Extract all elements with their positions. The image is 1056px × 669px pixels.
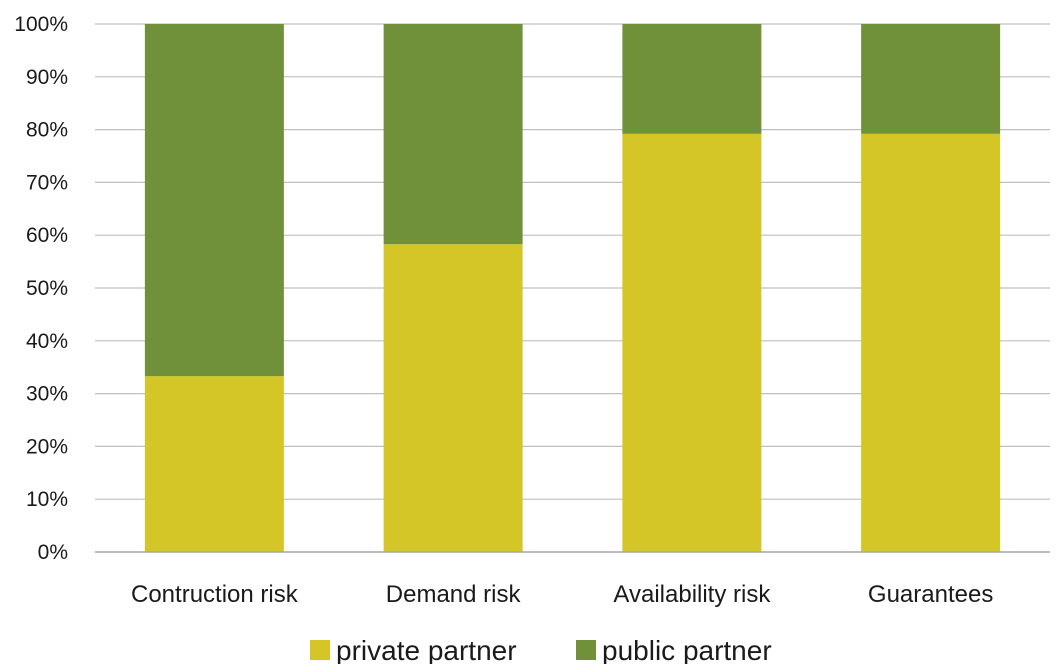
y-tick-label: 30%: [26, 383, 68, 406]
y-tick-label: 20%: [26, 435, 68, 458]
bar-public-1: [383, 24, 523, 245]
bar-private-1: [383, 244, 523, 552]
legend-label-1: public partner: [602, 635, 772, 664]
bar-public-0: [144, 24, 284, 377]
category-label: Guarantees: [868, 581, 993, 608]
category-label: Demand risk: [386, 581, 522, 608]
bars: [144, 24, 1001, 552]
y-tick-label: 80%: [26, 119, 68, 142]
labels: 0% 10% 20% 30% 40% 50% 60% 70% 80% 90% 100% Contruc…: [14, 13, 993, 608]
legend-label-0: private partner: [336, 635, 517, 664]
bar-public-3: [861, 24, 1001, 134]
legend-swatch-0: [310, 640, 330, 660]
y-tick-label: 40%: [26, 330, 68, 353]
bar-private-0: [144, 376, 284, 552]
category-label: Availability risk: [613, 581, 771, 608]
y-tick-label: 90%: [26, 66, 68, 89]
legend-swatch-1: [576, 640, 596, 660]
category-label: Contruction risk: [131, 581, 299, 608]
y-tick-label: 10%: [26, 488, 68, 511]
y-tick-label: 0%: [38, 541, 68, 564]
bar-public-2: [622, 24, 762, 134]
y-tick-label: 70%: [26, 171, 68, 194]
y-tick-label: 50%: [26, 277, 68, 300]
bar-private-2: [622, 133, 762, 552]
bar-private-3: [861, 133, 1001, 552]
y-tick-label: 100%: [14, 13, 68, 36]
legend: private partner public partner: [310, 635, 772, 666]
y-tick-label: 60%: [26, 224, 68, 247]
